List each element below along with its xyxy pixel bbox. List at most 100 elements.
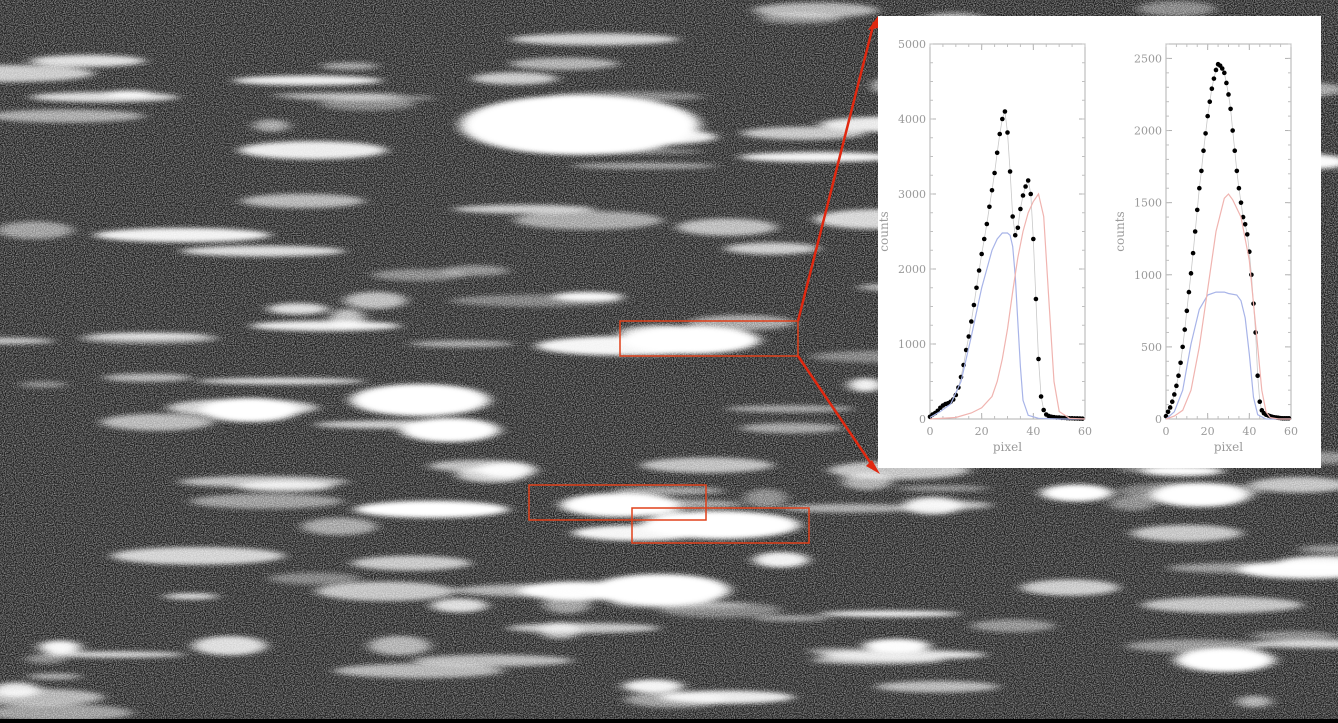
star-trail [0, 109, 145, 123]
star-trail [1236, 695, 1272, 708]
star-trail [180, 245, 346, 257]
star-trail [471, 72, 558, 85]
zoom-line-bottom [796, 355, 876, 469]
star-trail [724, 242, 820, 255]
star-trail [506, 622, 660, 634]
data-point [1172, 392, 1177, 397]
star-trail [29, 54, 146, 67]
data-point [1036, 356, 1041, 362]
star-trail [315, 581, 456, 601]
star-trail [232, 75, 383, 86]
y-tick-label: 2000 [898, 263, 926, 276]
data-point [1226, 92, 1231, 97]
data-point [1234, 168, 1240, 174]
bright-star-trail [1150, 483, 1250, 507]
data-point [1031, 236, 1036, 242]
y-tick-label: 3000 [898, 188, 926, 201]
star-trail [319, 97, 416, 111]
data-point [1224, 80, 1229, 86]
x-tick-label: 40 [1242, 425, 1256, 438]
data-point [1222, 70, 1227, 76]
y-tick-label: 500 [1141, 341, 1162, 354]
star-trail [688, 314, 795, 331]
data-point [981, 236, 987, 242]
star-trail [676, 218, 778, 236]
star-trail [1141, 596, 1304, 613]
star-trail [196, 377, 366, 385]
bright-star-trail [1175, 648, 1275, 672]
star-trail [268, 572, 360, 585]
star-trail [25, 653, 67, 664]
x-tick-label: 0 [1163, 425, 1170, 438]
star-trail [539, 622, 581, 639]
star-trail [1040, 484, 1113, 502]
x-axis-label: pixel [993, 440, 1022, 454]
x-tick-label: 60 [1078, 425, 1092, 438]
star-trail [267, 303, 329, 315]
data-point [1180, 344, 1185, 350]
bright-star-trail [200, 398, 300, 422]
star-trail [412, 654, 574, 667]
star-trail [301, 517, 378, 536]
star-trail [970, 619, 1055, 633]
y-axis-label: counts [1113, 211, 1127, 251]
star-trail [818, 649, 987, 660]
data-point [971, 302, 977, 308]
data-point [1203, 131, 1208, 136]
star-trail [741, 126, 866, 140]
data-point [984, 221, 990, 227]
data-point [1211, 76, 1217, 81]
data-point [974, 285, 979, 291]
star-trail [0, 221, 74, 240]
star-trail [819, 610, 961, 617]
star-trail [38, 640, 82, 654]
star-trail [163, 593, 219, 600]
star-trail [329, 308, 365, 329]
x-tick-label: 20 [1201, 425, 1215, 438]
data-point [1165, 409, 1171, 415]
profile-inset-panel: 0 20 40 60 0 1000 2000 3000 4000 5000 pixel counts 0… [877, 16, 1321, 468]
data-point [1023, 184, 1028, 189]
data-point [966, 334, 972, 339]
star-trail [253, 119, 290, 132]
model-fit-line [929, 111, 1083, 420]
bright-star-trail [350, 384, 490, 416]
series-line-component-1 [1165, 291, 1291, 420]
y-tick-label: 5000 [898, 38, 926, 51]
star-trail [753, 615, 830, 622]
x-tick-label: 20 [975, 425, 989, 438]
star-trail [238, 141, 387, 160]
star-trail [875, 680, 999, 693]
data-point [1186, 289, 1192, 295]
y-tick-label: 1000 [898, 338, 926, 351]
star-trail [640, 457, 774, 473]
star-trail [452, 204, 596, 214]
y-tick-label: 2500 [1134, 52, 1162, 65]
star-trail [543, 594, 591, 614]
data-point [1219, 66, 1225, 71]
highlight-box-upper [619, 320, 799, 357]
x-axis-label: pixel [1214, 440, 1243, 454]
star-trail [94, 227, 271, 243]
star-trail [320, 62, 379, 70]
data-point [1257, 399, 1263, 404]
data-point [1028, 191, 1034, 197]
star-trail [189, 493, 343, 509]
star-trail [0, 704, 134, 722]
y-tick-label: 1500 [1134, 197, 1162, 210]
data-point [1169, 399, 1175, 404]
data-point [1182, 327, 1188, 332]
star-trail [19, 381, 68, 388]
model-fit-line [1165, 63, 1289, 419]
star-trail [896, 485, 989, 492]
star-trail [509, 57, 619, 70]
star-trail [1130, 524, 1243, 542]
star-trail [902, 496, 963, 515]
data-point [979, 251, 984, 257]
star-trail [43, 651, 186, 658]
data-point [1012, 232, 1018, 238]
star-trail [192, 636, 267, 656]
data-point [1199, 168, 1204, 174]
data-point [1197, 185, 1202, 191]
data-point [989, 187, 995, 193]
